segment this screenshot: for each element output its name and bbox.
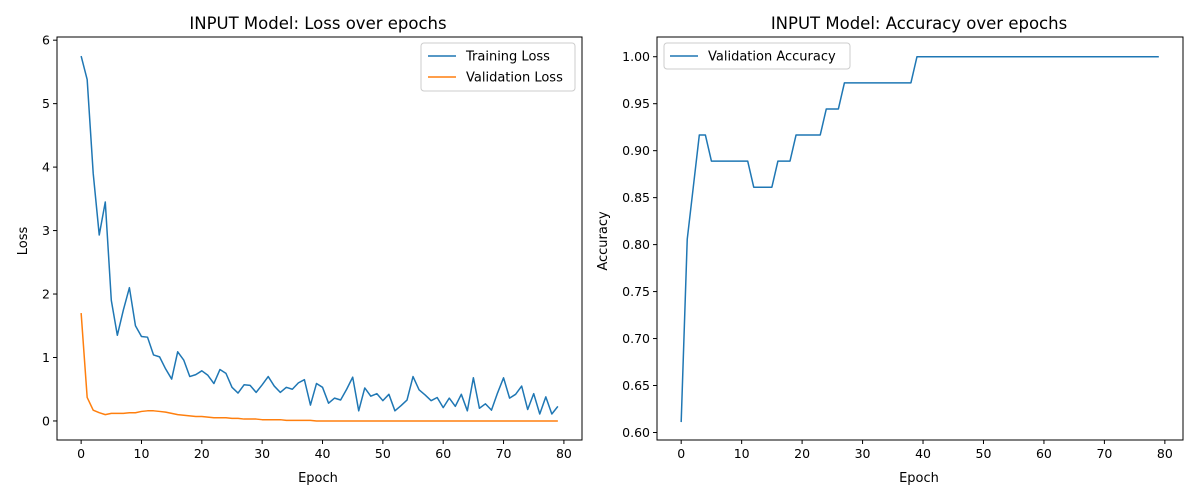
accuracy-chart-ylabel: Accuracy [596, 211, 611, 271]
x-tick-label: 30 [855, 446, 871, 461]
x-tick-label: 20 [794, 446, 810, 461]
x-tick-label: 30 [254, 446, 270, 461]
x-tick-label: 0 [677, 446, 685, 461]
x-tick-label: 50 [375, 446, 391, 461]
loss-chart-ticks: 0 10 20 30 40 50 60 70 80 0 1 2 3 4 5 6 [42, 33, 572, 461]
y-tick-label: 0.70 [622, 331, 650, 346]
accuracy-chart-legend: Validation Accuracy [663, 42, 851, 70]
x-tick-label: 70 [1096, 446, 1112, 461]
y-tick-label: 0.75 [622, 284, 650, 299]
series-line-validation-accuracy [680, 55, 1159, 423]
y-tick-label: 6 [42, 33, 50, 48]
y-tick-label: 4 [42, 160, 50, 175]
y-tick-label: 1.00 [622, 49, 650, 64]
y-tick-label: 2 [42, 287, 50, 302]
loss-chart-xlabel: Epoch [298, 471, 338, 486]
x-tick-label: 40 [315, 446, 331, 461]
series-line-validation-loss [80, 313, 558, 422]
loss-chart-frame [56, 36, 583, 441]
x-tick-label: 80 [556, 446, 572, 461]
accuracy-chart-frame [656, 36, 1184, 441]
x-tick-label: 70 [496, 446, 512, 461]
loss-chart-lines [80, 55, 559, 422]
x-tick-label: 10 [134, 446, 150, 461]
loss-chart-title: INPUT Model: Loss over epochs [189, 14, 446, 33]
loss-chart: INPUT Model: Loss over epochs Epoch Loss… [16, 14, 583, 486]
loss-chart-legend: Training Loss Validation Loss [420, 42, 576, 92]
y-tick-label: 0.65 [622, 378, 650, 393]
y-tick-label: 0.95 [622, 96, 650, 111]
x-tick-label: 20 [194, 446, 210, 461]
x-tick-label: 40 [915, 446, 931, 461]
accuracy-chart: INPUT Model: Accuracy over epochs Epoch … [596, 14, 1184, 486]
loss-chart-ylabel: Loss [16, 227, 31, 256]
y-tick-label: 1 [42, 350, 50, 365]
y-tick-label: 0 [42, 413, 50, 428]
accuracy-chart-lines [680, 55, 1159, 423]
loss-legend-label-training: Training Loss [465, 50, 550, 65]
accuracy-legend-label: Validation Accuracy [708, 50, 836, 65]
x-tick-label: 10 [734, 446, 750, 461]
y-tick-label: 5 [42, 96, 50, 111]
loss-legend-box [420, 42, 576, 92]
x-tick-label: 80 [1157, 446, 1173, 461]
y-tick-label: 0.80 [622, 237, 650, 252]
y-tick-label: 0.85 [622, 190, 650, 205]
x-tick-label: 60 [1036, 446, 1052, 461]
accuracy-chart-xlabel: Epoch [899, 471, 939, 486]
y-tick-label: 3 [42, 223, 50, 238]
y-tick-label: 0.60 [622, 425, 650, 440]
x-tick-label: 50 [976, 446, 992, 461]
accuracy-legend-box [663, 42, 851, 70]
accuracy-chart-ticks: 0 10 20 30 40 50 60 70 80 0.60 0.65 0.70 0.75 0.80 0.8… [622, 49, 1173, 461]
x-tick-label: 0 [77, 446, 85, 461]
accuracy-chart-title: INPUT Model: Accuracy over epochs [771, 14, 1067, 33]
x-tick-label: 60 [435, 446, 451, 461]
y-tick-label: 0.90 [622, 143, 650, 158]
series-line-training-loss [80, 55, 559, 415]
loss-legend-label-validation: Validation Loss [466, 71, 563, 86]
